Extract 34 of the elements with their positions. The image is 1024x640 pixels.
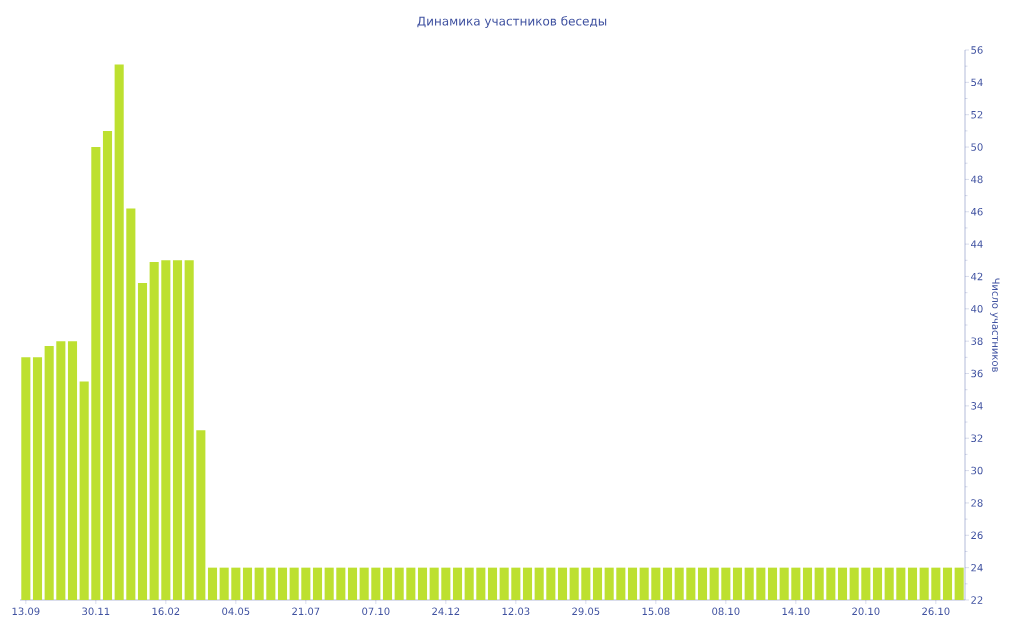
- x-tick-label: 08.10: [712, 607, 740, 616]
- x-tick-label: 13.09: [12, 607, 40, 616]
- x-tick-label: 07.10: [362, 607, 390, 616]
- x-tick-label: 15.08: [642, 607, 670, 616]
- x-tick-label: 30.11: [82, 607, 110, 616]
- x-tick-label: 21.07: [292, 607, 320, 616]
- y-tick-label: 42: [971, 272, 983, 281]
- y-tick-label: 50: [971, 143, 983, 151]
- x-tick-label: 12.03: [502, 607, 530, 616]
- y-tick-label: 34: [971, 402, 983, 410]
- x-tick-label: 20.10: [852, 607, 880, 616]
- x-tick-label: 29.05: [572, 607, 600, 616]
- y-tick-label: 52: [971, 110, 983, 119]
- y-tick-label: 56: [971, 46, 983, 54]
- chart-title: Динамика участников беседы: [417, 16, 607, 28]
- x-tick-label: 26.10: [922, 607, 950, 616]
- y-tick-label: 48: [971, 175, 983, 184]
- x-tick-label: 16.02: [152, 607, 180, 616]
- y-tick-label: 46: [971, 207, 983, 216]
- x-tick-label: 04.05: [222, 607, 250, 616]
- y-tick-label: 38: [971, 337, 983, 345]
- y-tick-label: 44: [971, 240, 983, 248]
- x-tick-label: 24.12: [432, 607, 460, 615]
- y-tick-label: 32: [971, 434, 983, 443]
- y-tick-label: 24: [971, 563, 983, 572]
- y-axis-title: Число участников: [990, 278, 1000, 372]
- y-tick-label: 30: [971, 466, 983, 475]
- y-tick-label: 54: [971, 78, 983, 87]
- y-tick-label: 26: [971, 531, 983, 540]
- x-tick-label: 14.10: [782, 607, 810, 616]
- y-tick-label: 28: [971, 499, 983, 507]
- y-tick-label: 36: [971, 369, 983, 378]
- y-tick-label: 22: [971, 596, 983, 604]
- y-tick-label: 40: [971, 305, 983, 313]
